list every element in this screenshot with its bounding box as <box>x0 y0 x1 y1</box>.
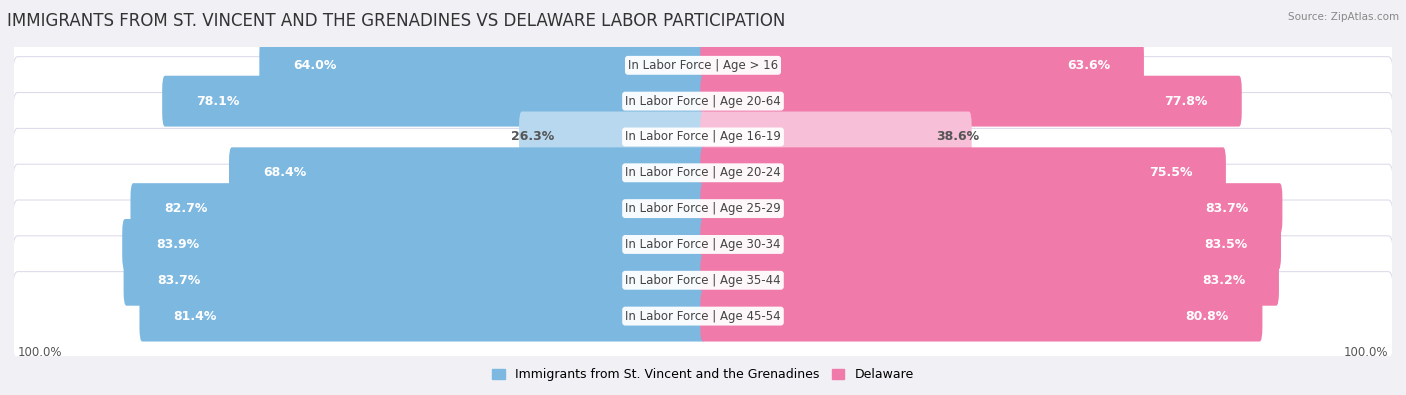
Text: 26.3%: 26.3% <box>512 130 555 143</box>
Text: In Labor Force | Age 20-24: In Labor Force | Age 20-24 <box>626 166 780 179</box>
Text: 75.5%: 75.5% <box>1149 166 1192 179</box>
FancyBboxPatch shape <box>700 183 1282 234</box>
Text: In Labor Force | Age > 16: In Labor Force | Age > 16 <box>628 59 778 72</box>
Text: 100.0%: 100.0% <box>1344 346 1389 359</box>
FancyBboxPatch shape <box>13 92 1393 181</box>
FancyBboxPatch shape <box>700 255 1279 306</box>
FancyBboxPatch shape <box>700 291 1263 342</box>
Text: 83.9%: 83.9% <box>156 238 200 251</box>
Text: 38.6%: 38.6% <box>936 130 979 143</box>
FancyBboxPatch shape <box>13 57 1393 146</box>
Text: 77.8%: 77.8% <box>1164 95 1208 108</box>
Text: 83.5%: 83.5% <box>1204 238 1247 251</box>
Text: 81.4%: 81.4% <box>173 310 217 323</box>
Text: Source: ZipAtlas.com: Source: ZipAtlas.com <box>1288 12 1399 22</box>
FancyBboxPatch shape <box>139 291 706 342</box>
FancyBboxPatch shape <box>229 147 706 198</box>
Text: In Labor Force | Age 45-54: In Labor Force | Age 45-54 <box>626 310 780 323</box>
FancyBboxPatch shape <box>13 164 1393 253</box>
FancyBboxPatch shape <box>700 40 1144 91</box>
FancyBboxPatch shape <box>519 111 706 162</box>
FancyBboxPatch shape <box>122 219 706 270</box>
Text: 80.8%: 80.8% <box>1185 310 1229 323</box>
FancyBboxPatch shape <box>124 255 706 306</box>
Text: IMMIGRANTS FROM ST. VINCENT AND THE GRENADINES VS DELAWARE LABOR PARTICIPATION: IMMIGRANTS FROM ST. VINCENT AND THE GREN… <box>7 12 786 30</box>
Text: In Labor Force | Age 35-44: In Labor Force | Age 35-44 <box>626 274 780 287</box>
FancyBboxPatch shape <box>259 40 706 91</box>
FancyBboxPatch shape <box>700 147 1226 198</box>
FancyBboxPatch shape <box>700 219 1281 270</box>
Text: 83.7%: 83.7% <box>157 274 201 287</box>
FancyBboxPatch shape <box>13 21 1393 110</box>
Text: In Labor Force | Age 16-19: In Labor Force | Age 16-19 <box>626 130 780 143</box>
FancyBboxPatch shape <box>13 200 1393 289</box>
Legend: Immigrants from St. Vincent and the Grenadines, Delaware: Immigrants from St. Vincent and the Gren… <box>488 363 918 386</box>
Text: 68.4%: 68.4% <box>263 166 307 179</box>
Text: In Labor Force | Age 30-34: In Labor Force | Age 30-34 <box>626 238 780 251</box>
FancyBboxPatch shape <box>131 183 706 234</box>
FancyBboxPatch shape <box>700 76 1241 126</box>
Text: 63.6%: 63.6% <box>1067 59 1111 72</box>
Text: 83.2%: 83.2% <box>1202 274 1246 287</box>
FancyBboxPatch shape <box>162 76 706 126</box>
Text: 64.0%: 64.0% <box>292 59 336 72</box>
Text: 82.7%: 82.7% <box>165 202 208 215</box>
Text: 100.0%: 100.0% <box>17 346 62 359</box>
FancyBboxPatch shape <box>13 128 1393 217</box>
Text: 83.7%: 83.7% <box>1205 202 1249 215</box>
Text: 78.1%: 78.1% <box>195 95 239 108</box>
Text: In Labor Force | Age 20-64: In Labor Force | Age 20-64 <box>626 95 780 108</box>
FancyBboxPatch shape <box>13 272 1393 361</box>
FancyBboxPatch shape <box>700 111 972 162</box>
Text: In Labor Force | Age 25-29: In Labor Force | Age 25-29 <box>626 202 780 215</box>
FancyBboxPatch shape <box>13 236 1393 325</box>
